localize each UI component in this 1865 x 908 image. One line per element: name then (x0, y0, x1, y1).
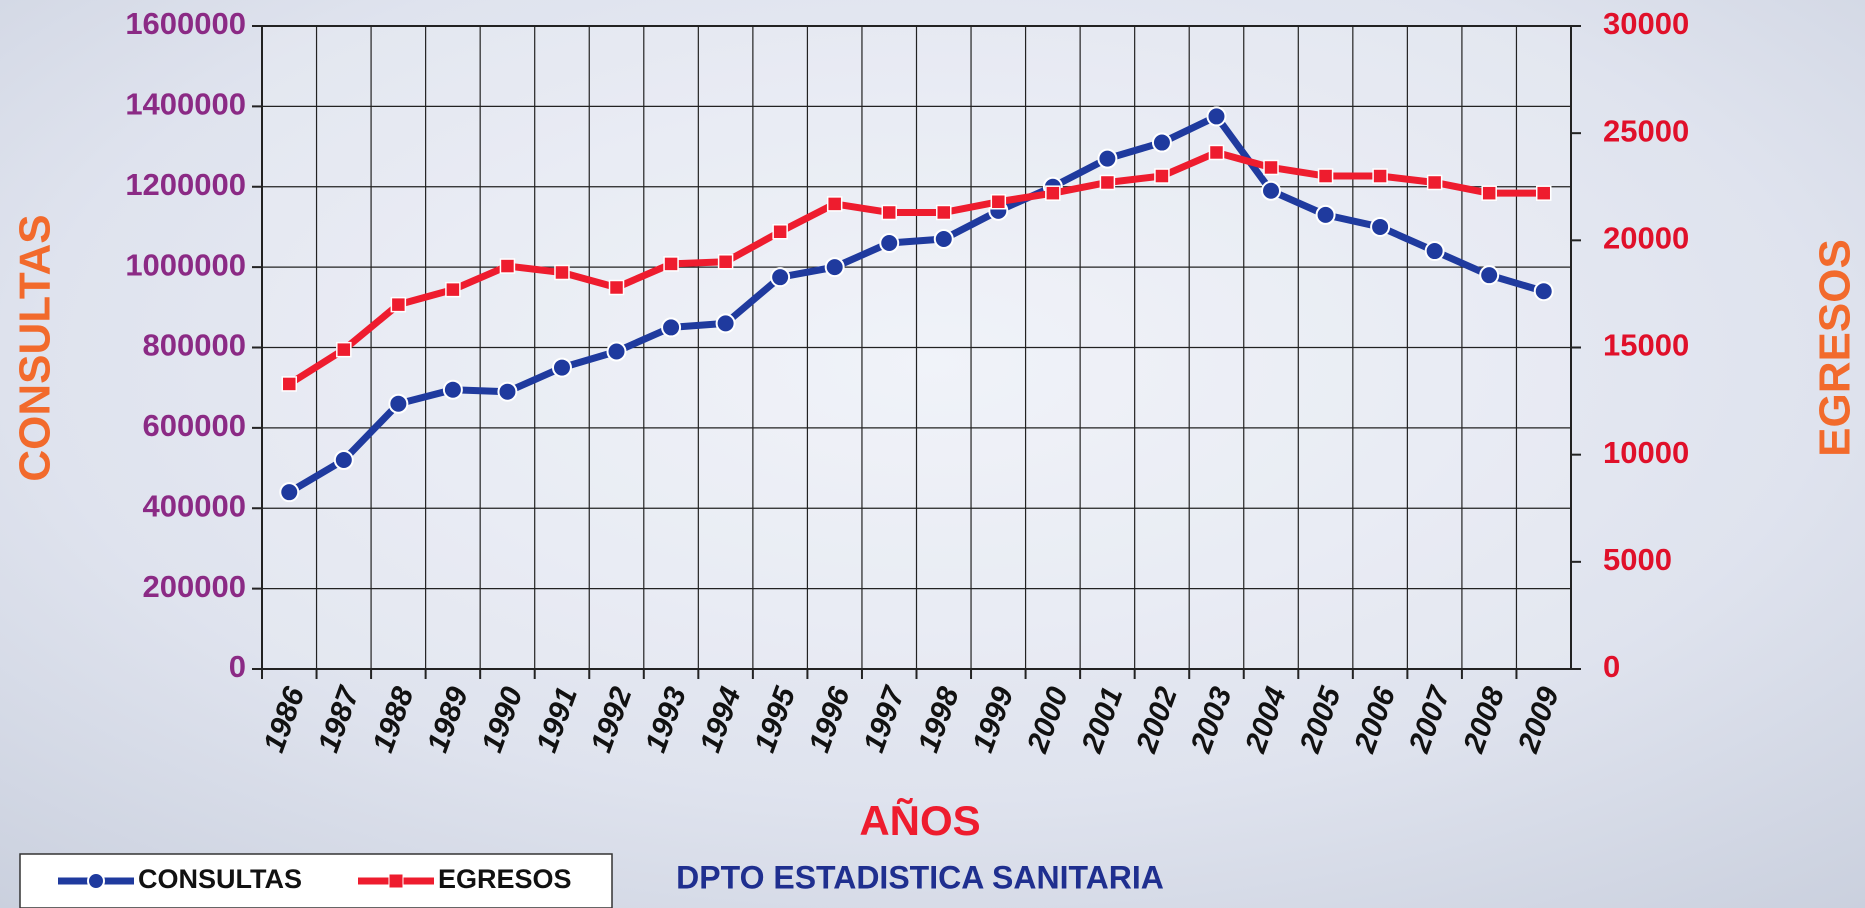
marker (497, 381, 518, 402)
legend-label: EGRESOS (438, 864, 572, 894)
y-tick-label: 1200000 (125, 167, 246, 202)
legend-marker (87, 872, 105, 890)
marker (499, 258, 516, 274)
marker (1208, 144, 1225, 161)
y2-tick-label: 30000 (1603, 6, 1689, 41)
y2-tick-label: 25000 (1603, 113, 1689, 148)
marker (661, 317, 682, 338)
marker (1481, 185, 1497, 201)
y-tick-label: 200000 (143, 569, 246, 604)
y-tick-label: 800000 (143, 328, 246, 363)
marker (1479, 265, 1500, 286)
marker (824, 257, 845, 278)
marker (879, 233, 900, 254)
legend-label: CONSULTAS (138, 864, 302, 894)
y2-tick-label: 5000 (1603, 542, 1672, 577)
marker (1426, 174, 1443, 191)
marker (1533, 281, 1554, 302)
y-tick-label: 1000000 (125, 247, 246, 282)
y-axis-title: CONSULTAS (11, 214, 60, 481)
marker (1315, 204, 1336, 225)
marker (990, 194, 1007, 210)
marker (551, 357, 572, 378)
marker (333, 450, 354, 471)
y2-axis-title: EGRESOS (1811, 239, 1860, 457)
marker (1097, 148, 1118, 169)
marker (1154, 168, 1170, 184)
marker (336, 341, 352, 358)
y-tick-label: 0 (229, 649, 246, 684)
y2-tick-label: 10000 (1603, 435, 1689, 470)
marker (1151, 132, 1172, 153)
marker (1317, 168, 1334, 184)
marker (390, 296, 407, 313)
marker (772, 224, 788, 240)
y-tick-label: 1400000 (125, 87, 246, 122)
marker (770, 267, 791, 288)
y2-tick-label: 15000 (1603, 328, 1689, 363)
marker (1045, 185, 1061, 201)
marker (933, 228, 954, 249)
y2-tick-label: 0 (1603, 649, 1620, 684)
marker (1099, 174, 1116, 191)
marker (279, 482, 300, 503)
marker (606, 341, 627, 362)
marker (826, 196, 843, 212)
y-tick-label: 600000 (143, 408, 246, 443)
marker (663, 256, 679, 272)
marker (554, 264, 570, 281)
marker (1206, 106, 1227, 127)
marker (1263, 159, 1279, 176)
marker (715, 313, 736, 334)
footer: DPTO ESTADISTICA SANITARIA (676, 859, 1164, 895)
marker (1261, 180, 1282, 201)
legend-marker (388, 873, 404, 889)
marker (608, 279, 625, 296)
marker (881, 204, 897, 221)
marker (1424, 241, 1445, 262)
y-tick-label: 1600000 (125, 6, 246, 41)
series-line (287, 148, 1544, 387)
marker (936, 204, 952, 221)
marker (717, 254, 734, 270)
marker (1535, 185, 1552, 201)
marker (281, 376, 298, 392)
marker (1370, 216, 1391, 237)
y2-tick-label: 20000 (1603, 221, 1689, 256)
marker (442, 379, 463, 400)
y-tick-label: 400000 (143, 488, 246, 523)
marker (1372, 168, 1388, 184)
marker (445, 281, 461, 298)
marker (388, 393, 409, 414)
x-axis-title: AÑOS (859, 797, 980, 844)
